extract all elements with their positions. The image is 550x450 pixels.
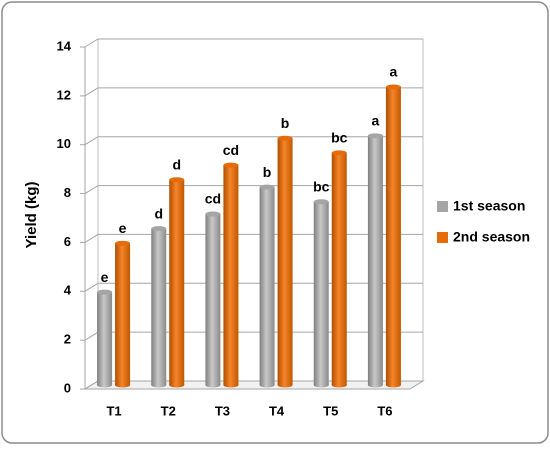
bar [169, 179, 185, 385]
bar [151, 228, 167, 385]
bar-base [367, 382, 383, 388]
y-tick-label: 6 [64, 234, 71, 249]
bar-annotation: e [101, 269, 109, 285]
bar-base [277, 382, 293, 388]
bar-annotation: b [281, 115, 290, 131]
bar [385, 86, 401, 385]
x-tick-label: T6 [377, 403, 392, 418]
y-tick-label: 8 [64, 185, 71, 200]
bar-top [259, 184, 275, 190]
bar [313, 201, 329, 385]
grid-line [84, 136, 423, 146]
bar-annotation: cd [223, 142, 239, 158]
bar-annotation: e [119, 220, 127, 236]
bar-base [259, 382, 275, 388]
bar-annotation: bc [313, 178, 330, 194]
y-tick-label: 12 [57, 87, 71, 102]
bar [259, 187, 275, 385]
bar-top [385, 84, 401, 90]
bar-base [385, 382, 401, 388]
bar-top [367, 133, 383, 139]
bar-base [97, 382, 113, 388]
bar [205, 214, 221, 385]
bar-base [115, 382, 131, 388]
bar-base [205, 382, 221, 388]
legend-label: 1st season [453, 198, 525, 214]
bar-base [169, 382, 185, 388]
x-tick-label: T3 [215, 403, 230, 418]
y-tick-label: 14 [57, 38, 72, 53]
y-tick-label: 10 [57, 136, 71, 151]
x-tick-label: T5 [323, 403, 338, 418]
bar-annotation: d [154, 205, 163, 221]
legend-swatch [437, 232, 448, 243]
bar-base [223, 382, 239, 388]
bar-top [169, 177, 185, 183]
bar [115, 243, 131, 385]
grid-line [84, 185, 423, 194]
bar-top [277, 135, 293, 141]
bar-base [331, 382, 347, 388]
bar-annotation: b [263, 164, 272, 180]
bar-top [115, 240, 131, 246]
bar-annotation: bc [331, 130, 348, 146]
bar [331, 152, 347, 385]
bar-annotation: a [372, 113, 380, 129]
bar [223, 165, 239, 385]
bar-top [151, 226, 167, 232]
grid-line [84, 87, 423, 97]
y-tick-label: 4 [64, 283, 72, 298]
x-tick-label: T2 [161, 403, 176, 418]
bar-top [205, 211, 221, 217]
bar-top [223, 162, 239, 168]
bar [367, 135, 383, 385]
bar-base [313, 382, 329, 388]
x-tick-label: T1 [106, 403, 121, 418]
y-axis-label: Yield (kg) [23, 182, 40, 249]
legend-label: 2nd season [453, 229, 530, 245]
y-tick-label: 0 [64, 380, 71, 395]
grid-line [84, 38, 423, 48]
bar-annotation: cd [205, 191, 221, 207]
legend-swatch [437, 201, 448, 212]
bar-annotation: a [390, 64, 398, 80]
bar [97, 292, 113, 385]
bar-annotation: d [172, 157, 181, 173]
bar-top [331, 150, 347, 156]
bar-top [313, 199, 329, 205]
y-tick-label: 2 [64, 332, 71, 347]
x-tick-label: T4 [269, 403, 285, 418]
bar [277, 138, 293, 385]
bar-top [97, 289, 113, 295]
bar-base [151, 382, 167, 388]
